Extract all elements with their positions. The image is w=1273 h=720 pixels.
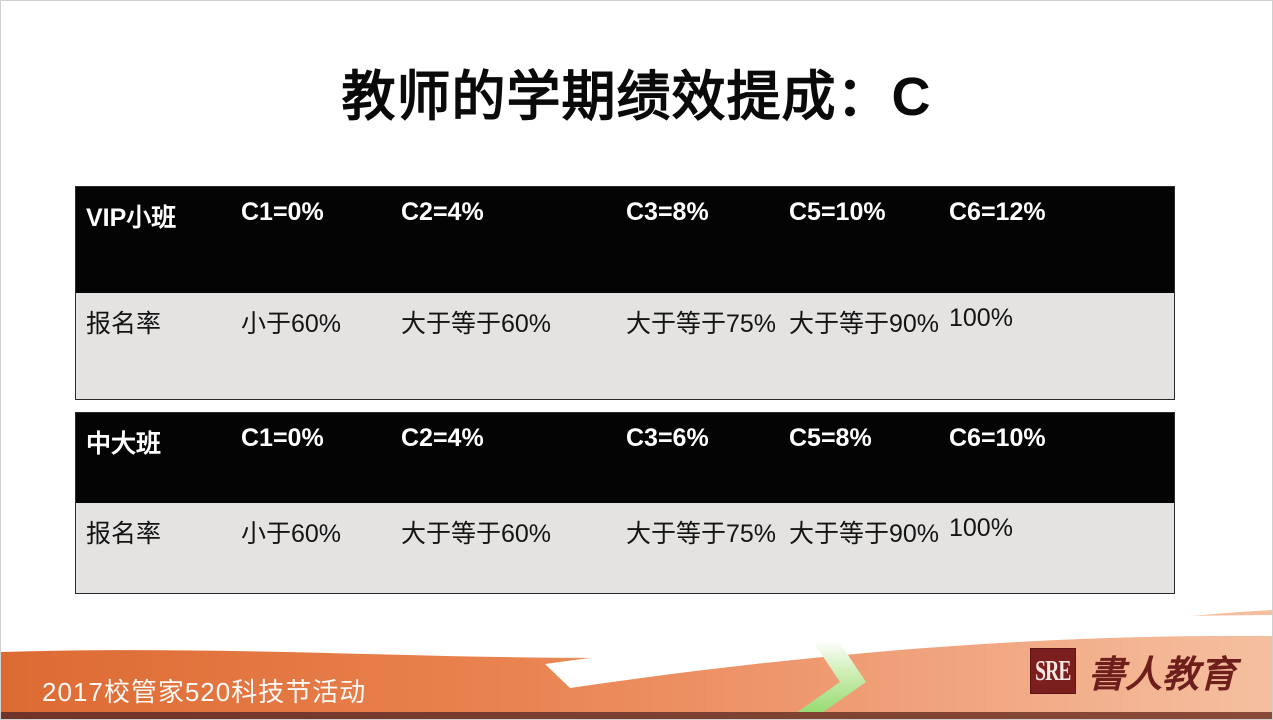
range-3-cell: 大于等于75% bbox=[626, 520, 777, 548]
tier-c2-cell: C2=4% bbox=[401, 198, 484, 226]
tier-c1-cell: C1=0% bbox=[241, 424, 324, 452]
brand-name: 書人教育 bbox=[1088, 652, 1236, 696]
class-type-cell: VIP小班 bbox=[86, 204, 177, 232]
white-swoosh bbox=[545, 615, 1273, 688]
brand-logo: SRE 書人教育 bbox=[1030, 644, 1236, 698]
vip-class-table: VIP小班 C1=0% C2=4% C3=8% C5=10% C6=12% 报名… bbox=[75, 186, 1175, 400]
bottom-maroon-line bbox=[0, 712, 1273, 720]
table-body-row: 报名率 小于60% 大于等于60% 大于等于75% 大于等于90% 100% bbox=[76, 293, 1174, 399]
range-4-cell: 大于等于90% bbox=[789, 310, 940, 338]
range-1-cell: 小于60% bbox=[241, 520, 342, 548]
tier-c6-cell: C6=10% bbox=[949, 424, 1046, 452]
tier-c1-cell: C1=0% bbox=[241, 198, 324, 226]
class-type-cell: 中大班 bbox=[86, 430, 162, 458]
range-5-cell: 100% bbox=[949, 514, 1013, 542]
range-5-cell: 100% bbox=[949, 304, 1013, 332]
green-chevron-icon bbox=[786, 640, 866, 720]
range-2-cell: 大于等于60% bbox=[401, 520, 552, 548]
slide-title: 教师的学期绩效提成：C bbox=[341, 67, 932, 127]
tier-c5-cell: C5=10% bbox=[789, 198, 886, 226]
mid-large-class-table: 中大班 C1=0% C2=4% C3=6% C5=8% C6=10% 报名率 小… bbox=[75, 412, 1175, 594]
sre-logo-icon: SRE bbox=[1030, 648, 1076, 694]
event-title: 2017校管家520科技节活动 bbox=[42, 677, 367, 707]
logo-abbr-text: SRE bbox=[1035, 654, 1071, 686]
range-4-cell: 大于等于90% bbox=[789, 520, 940, 548]
table-header-row: 中大班 C1=0% C2=4% C3=6% C5=8% C6=10% bbox=[76, 413, 1174, 503]
tier-c2-cell: C2=4% bbox=[401, 424, 484, 452]
metric-label-cell: 报名率 bbox=[86, 310, 162, 338]
range-1-cell: 小于60% bbox=[241, 310, 342, 338]
tier-c3-cell: C3=8% bbox=[626, 198, 709, 226]
tier-c6-cell: C6=12% bbox=[949, 198, 1046, 226]
table-header-row: VIP小班 C1=0% C2=4% C3=8% C5=10% C6=12% bbox=[76, 187, 1174, 293]
metric-label-cell: 报名率 bbox=[86, 520, 162, 548]
range-3-cell: 大于等于75% bbox=[626, 310, 777, 338]
tier-c5-cell: C5=8% bbox=[789, 424, 872, 452]
footer-wave-decoration bbox=[0, 610, 1273, 720]
table-body-row: 报名率 小于60% 大于等于60% 大于等于75% 大于等于90% 100% bbox=[76, 503, 1174, 593]
range-2-cell: 大于等于60% bbox=[401, 310, 552, 338]
tier-c3-cell: C3=6% bbox=[626, 424, 709, 452]
